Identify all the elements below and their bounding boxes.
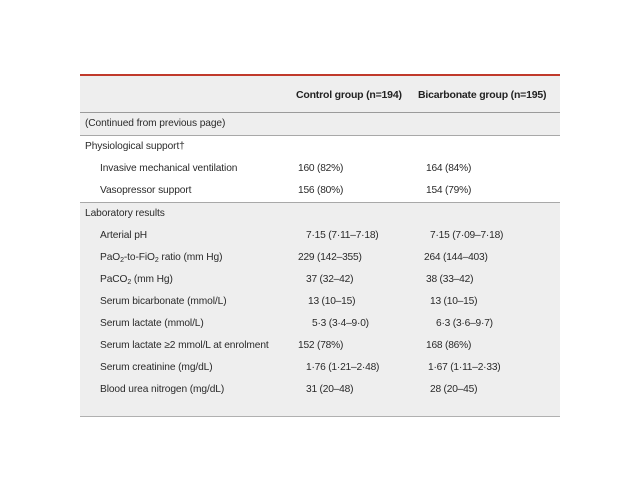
section-title: Physiological support† (85, 141, 185, 152)
control-value: 5·3 (3·4–9·0) (312, 318, 369, 329)
control-value: 229 (142–355) (298, 252, 362, 263)
row-label: Serum lactate (mmol/L) (100, 318, 204, 329)
table-row: Invasive mechanical ventilation 160 (82%… (80, 158, 560, 180)
continued-row: (Continued from previous page) (80, 113, 560, 136)
table-row: Vasopressor support 156 (80%) 154 (79%) (80, 180, 560, 203)
table-row: Blood urea nitrogen (mg/dL) 31 (20–48) 2… (80, 379, 560, 401)
table-row: Arterial pH 7·15 (7·11–7·18) 7·15 (7·09–… (80, 225, 560, 247)
control-value: 160 (82%) (298, 163, 344, 174)
results-table: Control group (n=194) Bicarbonate group … (80, 74, 560, 417)
row-label: Serum bicarbonate (mmol/L) (100, 296, 227, 307)
bicarbonate-value: 38 (33–42) (426, 274, 474, 285)
bicarbonate-value: 13 (10–15) (430, 296, 478, 307)
bicarbonate-value: 7·15 (7·09–7·18) (430, 230, 504, 241)
column-header-control: Control group (n=194) (296, 89, 402, 101)
control-value: 31 (20–48) (306, 384, 354, 395)
bicarbonate-value: 264 (144–403) (424, 252, 488, 263)
row-label: Serum lactate ≥2 mmol/L at enrolment (100, 340, 269, 351)
table-header: Control group (n=194) Bicarbonate group … (80, 76, 560, 113)
table-row: Serum creatinine (mg/dL) 1·76 (1·21–2·48… (80, 357, 560, 379)
control-value: 13 (10–15) (308, 296, 356, 307)
bicarbonate-value: 168 (86%) (426, 340, 472, 351)
control-value: 1·76 (1·21–2·48) (306, 362, 380, 373)
column-header-bicarbonate: Bicarbonate group (n=195) (418, 89, 547, 101)
row-label: PaO2-to-FiO2 ratio (mm Hg) (100, 252, 223, 264)
row-label: Arterial pH (100, 230, 148, 241)
control-value: 37 (32–42) (306, 274, 354, 285)
continued-note: (Continued from previous page) (85, 118, 226, 129)
bicarbonate-value: 6·3 (3·6–9·7) (436, 318, 493, 329)
section-title: Laboratory results (85, 208, 165, 219)
section-header-physiological-support: Physiological support† (80, 136, 560, 158)
table-row: PaO2-to-FiO2 ratio (mm Hg) 229 (142–355)… (80, 247, 560, 269)
row-label: Invasive mechanical ventilation (100, 163, 238, 174)
section-header-laboratory-results: Laboratory results (80, 203, 560, 225)
control-value: 152 (78%) (298, 340, 344, 351)
table-row: PaCO2 (mm Hg) 37 (32–42) 38 (33–42) (80, 269, 560, 291)
bicarbonate-value: 1·67 (1·11–2·33) (428, 362, 501, 373)
table-row: Serum lactate (mmol/L) 5·3 (3·4–9·0) 6·3… (80, 313, 560, 335)
row-label: Vasopressor support (100, 185, 192, 196)
bicarbonate-value: 28 (20–45) (430, 384, 478, 395)
table-row: Serum bicarbonate (mmol/L) 13 (10–15) 13… (80, 291, 560, 313)
row-label: PaCO2 (mm Hg) (100, 274, 173, 286)
control-value: 7·15 (7·11–7·18) (306, 230, 379, 241)
row-label: Blood urea nitrogen (mg/dL) (100, 384, 225, 395)
bicarbonate-value: 164 (84%) (426, 163, 472, 174)
table-row: Serum lactate ≥2 mmol/L at enrolment 152… (80, 335, 560, 357)
control-value: 156 (80%) (298, 185, 344, 196)
row-label: Serum creatinine (mg/dL) (100, 362, 213, 373)
bicarbonate-value: 154 (79%) (426, 185, 472, 196)
table-bottom-rule (80, 416, 560, 417)
